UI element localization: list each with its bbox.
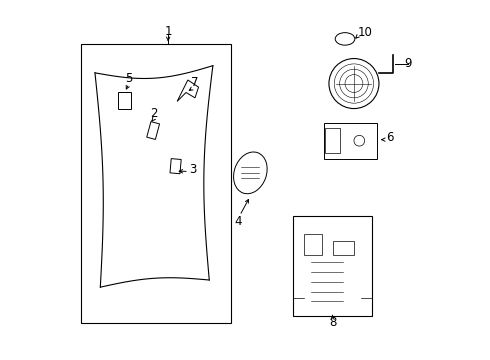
Text: 8: 8 xyxy=(329,316,336,329)
Circle shape xyxy=(354,135,365,146)
Bar xyxy=(81,44,231,323)
Text: 1: 1 xyxy=(165,25,172,38)
Bar xyxy=(170,159,181,174)
Ellipse shape xyxy=(234,152,267,194)
FancyBboxPatch shape xyxy=(118,93,131,109)
Ellipse shape xyxy=(335,33,355,45)
Bar xyxy=(147,122,160,139)
Bar xyxy=(333,241,354,255)
Text: 4: 4 xyxy=(234,215,242,228)
Text: 3: 3 xyxy=(190,163,197,176)
Text: 10: 10 xyxy=(357,26,372,39)
Bar xyxy=(293,216,372,316)
Bar xyxy=(323,123,377,158)
Text: 2: 2 xyxy=(150,107,158,120)
Bar xyxy=(325,128,340,153)
Text: 7: 7 xyxy=(191,76,199,89)
Circle shape xyxy=(329,59,379,109)
Text: 9: 9 xyxy=(404,57,411,71)
Polygon shape xyxy=(177,80,198,102)
Bar xyxy=(304,234,322,255)
Text: 6: 6 xyxy=(386,131,393,144)
Text: 5: 5 xyxy=(125,72,133,85)
